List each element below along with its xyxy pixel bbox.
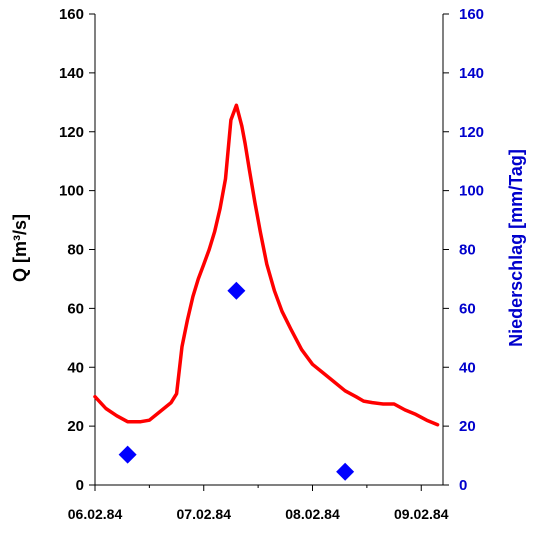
left-tick-label: 140 [59, 65, 84, 82]
right-tick-label: 40 [459, 359, 476, 376]
right-tick-label: 120 [459, 124, 484, 141]
x-axis: 06.02.84 07.02.84 08.02.84 09.02.84 [68, 484, 449, 522]
y-axis-label-right: Niederschlag [mm/Tag] [506, 149, 526, 347]
left-tick-label: 160 [59, 6, 84, 23]
discharge-line [93, 103, 440, 427]
y-axis-label-left: Q [m³/s] [10, 214, 30, 282]
right-tick-label: 140 [459, 65, 484, 82]
right-tick-label: 0 [459, 477, 467, 494]
left-tick-label: 40 [67, 359, 84, 376]
precipitation-point [227, 281, 246, 300]
left-tick-label: 60 [67, 300, 84, 317]
right-tick-label: 80 [459, 242, 476, 259]
right-tick-label: 100 [459, 183, 484, 200]
right-tick-label: 160 [459, 6, 484, 23]
left-tick-label: 100 [59, 183, 84, 200]
x-tick-label: 07.02.84 [177, 506, 232, 522]
left-tick-label: 120 [59, 124, 84, 141]
left-tick-label: 80 [67, 242, 84, 259]
x-tick-label: 09.02.84 [394, 506, 449, 522]
right-y-axis: 0 20 40 60 80 100 120 140 160 [442, 6, 484, 494]
right-tick-label: 20 [459, 418, 476, 435]
right-tick-label: 60 [459, 300, 476, 317]
plot-area [93, 103, 440, 481]
precipitation-point [336, 462, 355, 481]
precipitation-point [118, 445, 137, 464]
x-tick-label: 08.02.84 [285, 506, 340, 522]
left-y-axis: 0 20 40 60 80 100 120 140 160 [59, 6, 96, 494]
x-tick-label: 06.02.84 [68, 506, 123, 522]
left-tick-label: 0 [76, 477, 84, 494]
left-tick-label: 20 [67, 418, 84, 435]
